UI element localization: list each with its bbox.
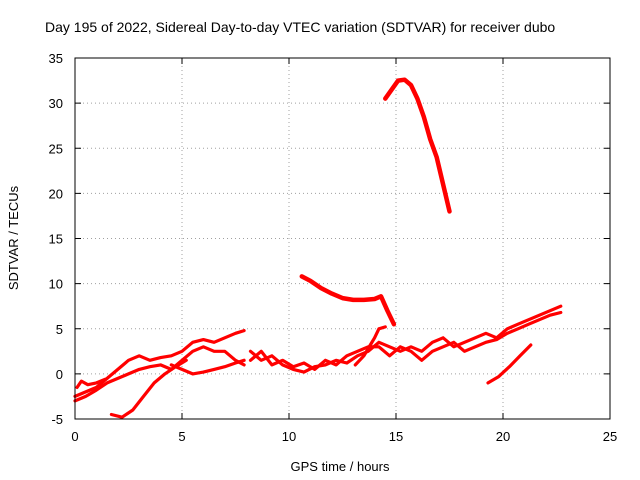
x-axis-label: GPS time / hours — [291, 459, 390, 474]
x-tick-label: 20 — [496, 429, 510, 444]
chart-title: Day 195 of 2022, Sidereal Day-to-day VTE… — [45, 19, 555, 35]
series-track-g — [248, 310, 563, 371]
x-tick-label: 15 — [389, 429, 403, 444]
series-track-b — [73, 345, 246, 403]
series-track-c — [75, 377, 107, 389]
tick-labels: 0 5 10 15 20 25 -5 0 5 10 15 20 25 30 35 — [49, 51, 618, 444]
ticks — [74, 57, 611, 420]
series-track-j — [353, 325, 387, 367]
series-track-k — [486, 343, 533, 385]
y-tick-label: 25 — [49, 141, 63, 156]
x-tick-label: 25 — [603, 429, 617, 444]
y-tick-label: 30 — [49, 96, 63, 111]
y-tick-label: 0 — [56, 367, 63, 382]
y-tick-label: 20 — [49, 186, 63, 201]
y-axis-label: SDTVAR / TECUs — [6, 185, 21, 290]
y-tick-label: 35 — [49, 51, 63, 66]
series-track-d — [109, 358, 188, 419]
y-tick-label: 5 — [56, 322, 63, 337]
x-tick-label: 10 — [282, 429, 296, 444]
series-track-h — [299, 274, 397, 327]
series-track-e — [169, 358, 246, 376]
series-layer — [73, 77, 563, 419]
y-tick-label: 10 — [49, 277, 63, 292]
x-tick-label: 0 — [71, 429, 78, 444]
x-tick-label: 5 — [178, 429, 185, 444]
y-tick-label: -5 — [51, 412, 63, 427]
series-track-i — [383, 77, 452, 214]
y-tick-label: 15 — [49, 232, 63, 247]
